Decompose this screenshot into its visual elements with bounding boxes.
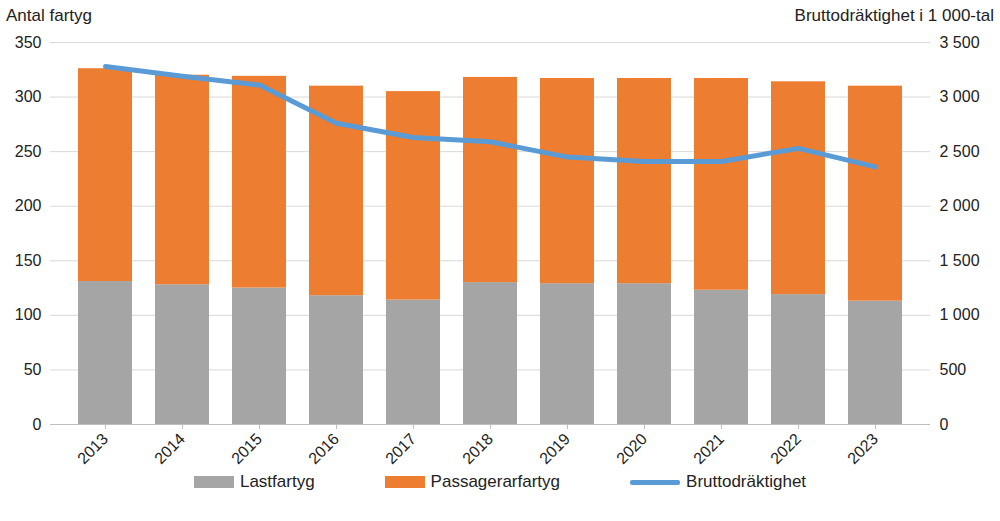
svg-text:2014: 2014 xyxy=(151,430,188,467)
svg-text:2019: 2019 xyxy=(536,430,573,467)
svg-text:1 000: 1 000 xyxy=(940,306,980,323)
html-text:Bruttodräktighet: Bruttodräktighet xyxy=(686,472,807,491)
svg-text:2022: 2022 xyxy=(767,430,804,467)
svg-text:2017: 2017 xyxy=(382,430,419,467)
svg-text:2 500: 2 500 xyxy=(940,143,980,160)
svg-text:100: 100 xyxy=(15,306,42,323)
svg-text:2016: 2016 xyxy=(305,430,342,467)
svg-text:50: 50 xyxy=(24,361,42,378)
svg-text:3 500: 3 500 xyxy=(940,34,980,51)
svg-text:3 000: 3 000 xyxy=(940,88,980,105)
svg-text:2013: 2013 xyxy=(74,430,111,467)
svg-text:0: 0 xyxy=(33,416,42,433)
html-text:Passagerarfartyg: Passagerarfartyg xyxy=(430,472,560,491)
svg-text:350: 350 xyxy=(15,34,42,51)
html-text:Antal fartyg: Antal fartyg xyxy=(6,6,92,25)
svg-text:1 500: 1 500 xyxy=(940,252,980,269)
html-text:Lastfartyg: Lastfartyg xyxy=(239,472,315,491)
svg-text:300: 300 xyxy=(15,88,42,105)
svg-text:2015: 2015 xyxy=(228,430,265,467)
svg-text:250: 250 xyxy=(15,143,42,160)
svg-text:150: 150 xyxy=(15,252,42,269)
svg-text:200: 200 xyxy=(15,197,42,214)
svg-text:2023: 2023 xyxy=(844,430,881,467)
svg-text:2 000: 2 000 xyxy=(940,197,980,214)
svg-text:2020: 2020 xyxy=(613,430,650,467)
svg-text:500: 500 xyxy=(940,361,967,378)
svg-text:2018: 2018 xyxy=(459,430,496,467)
svg-text:0: 0 xyxy=(940,416,949,433)
html-text:Bruttodräktighet i 1 000-tal: Bruttodräktighet i 1 000-tal xyxy=(794,6,994,25)
svg-text:2021: 2021 xyxy=(690,430,727,467)
